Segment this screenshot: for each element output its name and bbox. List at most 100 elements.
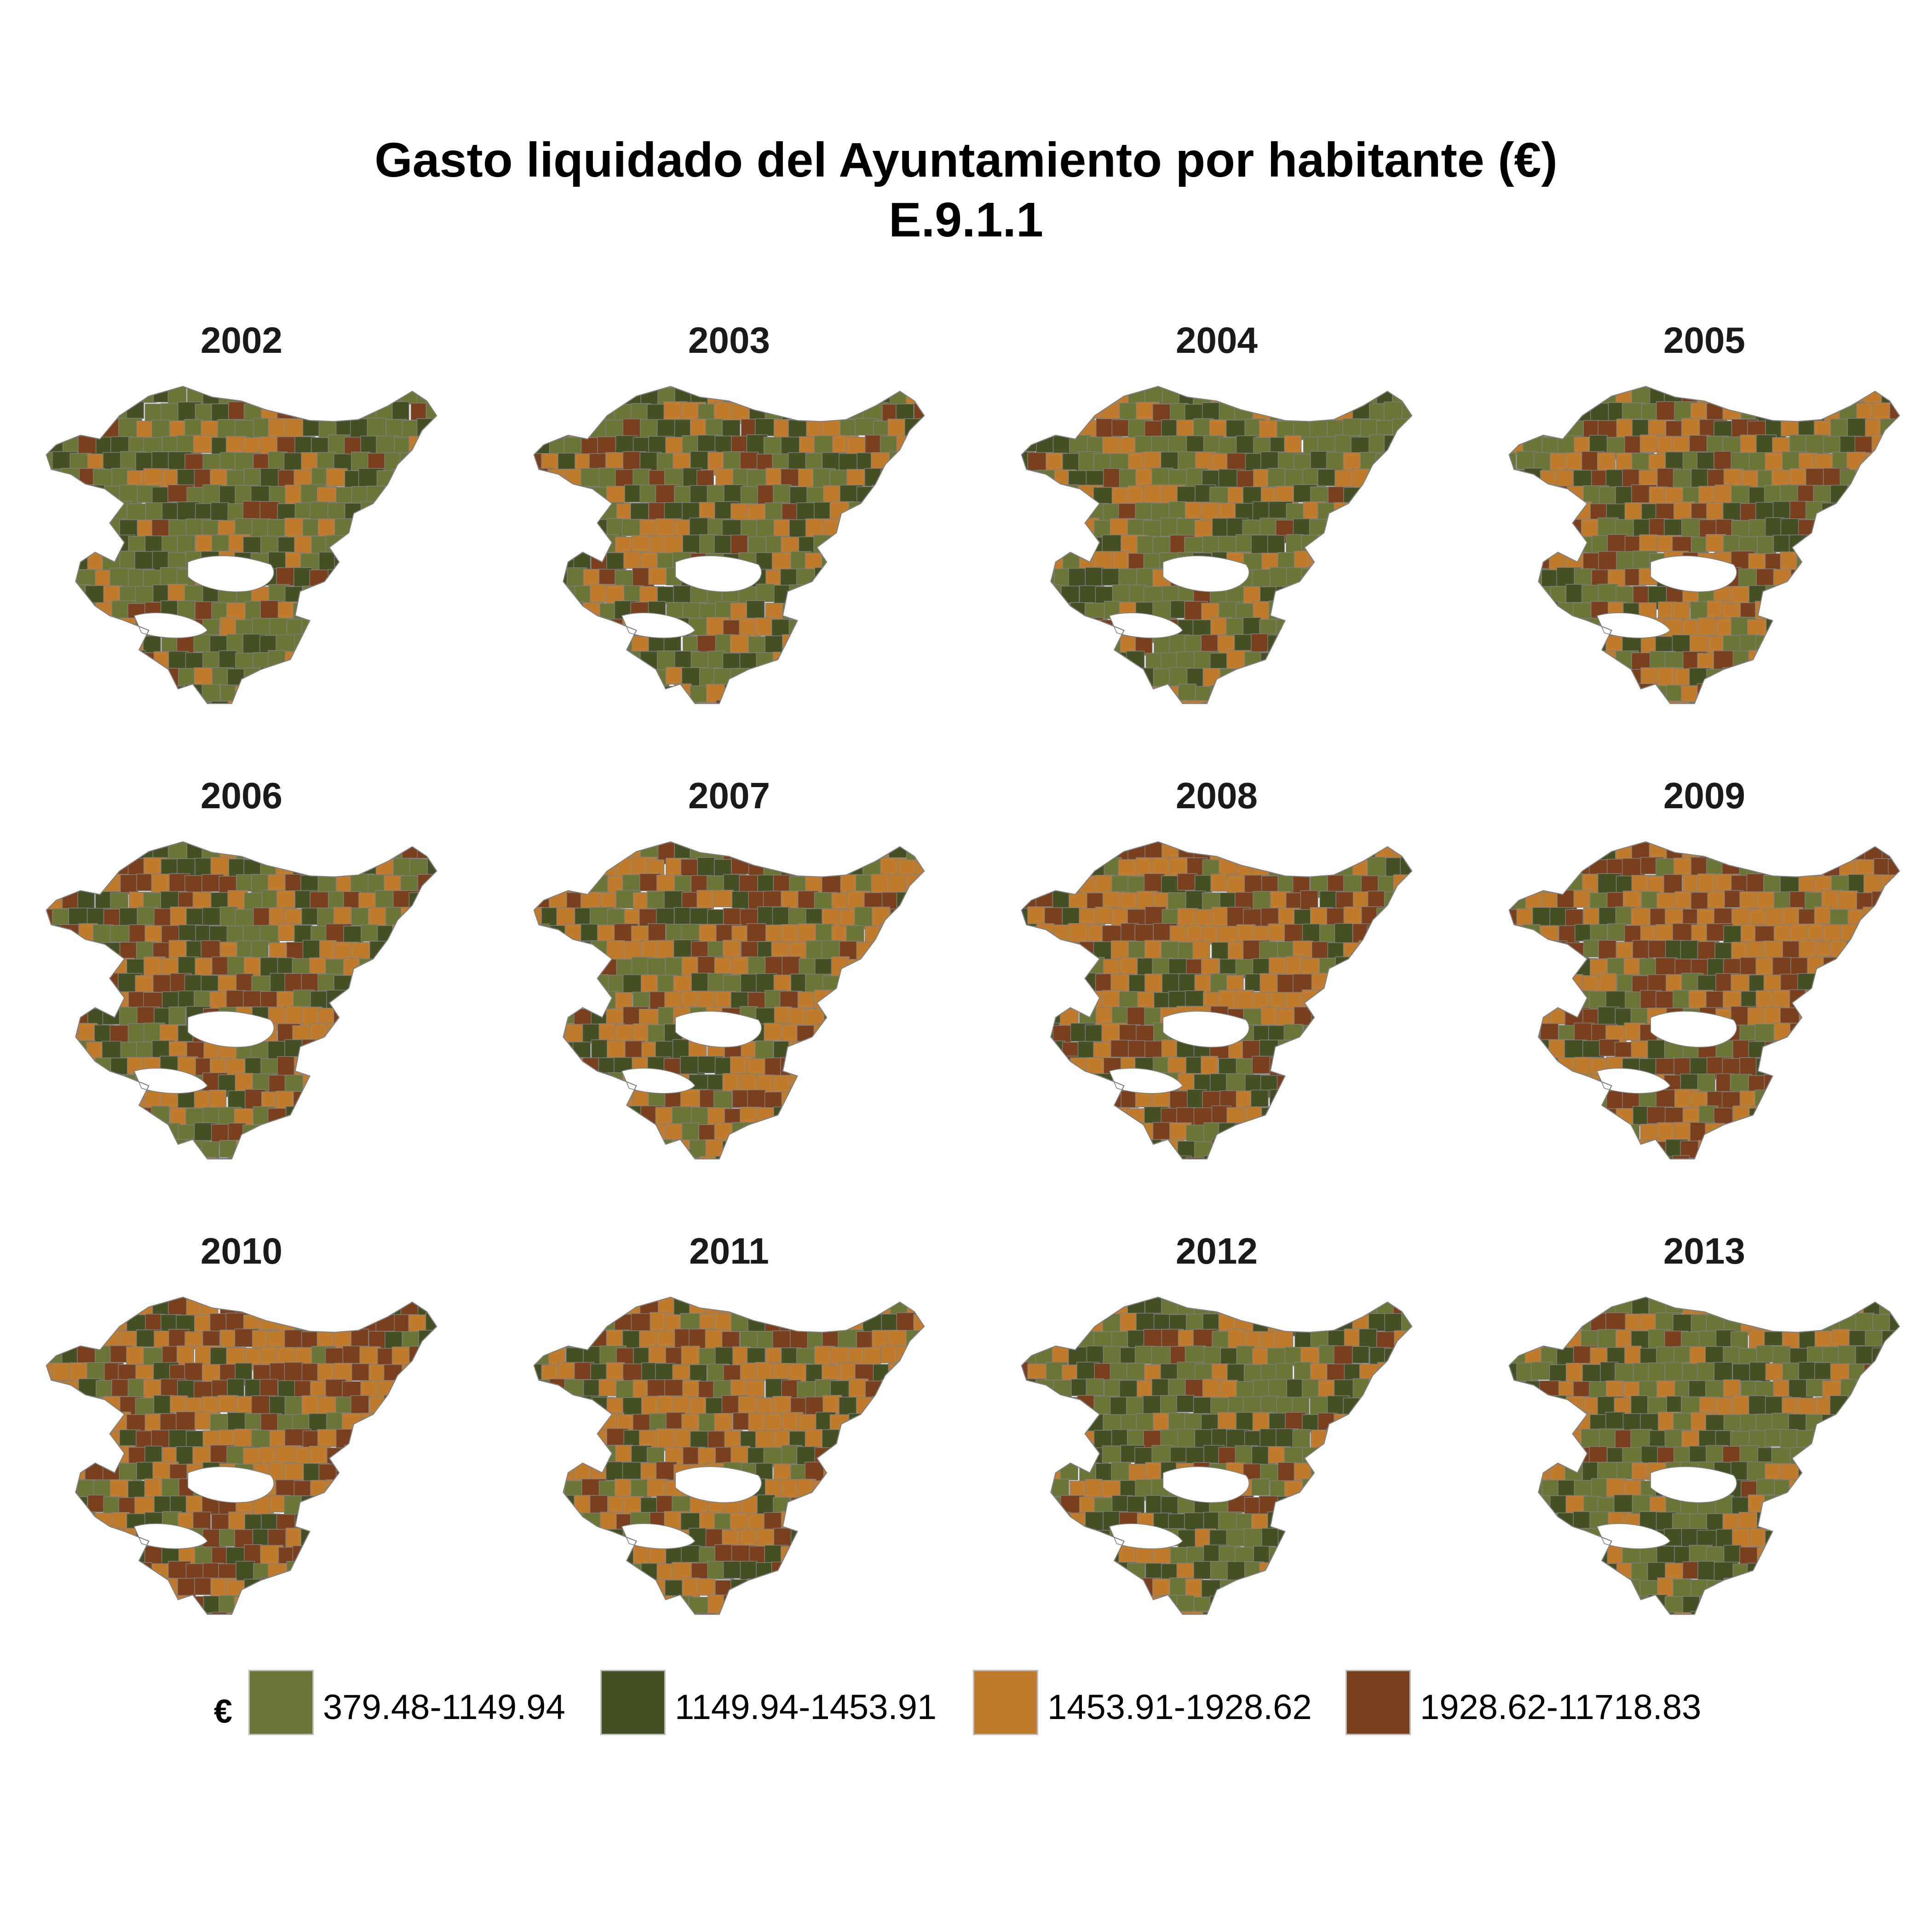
municipality-region bbox=[590, 686, 610, 704]
municipality-region bbox=[1343, 585, 1367, 608]
municipality-region bbox=[292, 1123, 319, 1147]
municipality-region bbox=[590, 618, 609, 639]
municipality-region bbox=[848, 501, 873, 524]
municipality-region bbox=[93, 669, 117, 687]
municipality-region bbox=[845, 991, 873, 1014]
municipality-region bbox=[780, 569, 799, 587]
municipality-region bbox=[1607, 1122, 1627, 1146]
municipality-region bbox=[799, 634, 818, 656]
municipality-region bbox=[581, 536, 609, 555]
municipality-region bbox=[890, 1073, 908, 1092]
municipality-region bbox=[1556, 534, 1576, 552]
municipality-region bbox=[218, 1395, 239, 1413]
municipality-region bbox=[1846, 1073, 1866, 1091]
municipality-region bbox=[534, 1107, 544, 1127]
municipality-region bbox=[1028, 1041, 1046, 1065]
municipality-region bbox=[1367, 634, 1392, 655]
municipality-region bbox=[46, 941, 57, 959]
municipality-region bbox=[76, 702, 101, 704]
municipality-region bbox=[1268, 1124, 1291, 1146]
municipality-region bbox=[640, 974, 659, 995]
municipality-region bbox=[1656, 401, 1678, 423]
municipality-region bbox=[1394, 650, 1412, 668]
municipality-region bbox=[896, 435, 922, 458]
municipality-region bbox=[1319, 569, 1343, 592]
municipality-region bbox=[28, 859, 46, 880]
municipality-region bbox=[854, 650, 874, 672]
municipality-region bbox=[747, 1089, 766, 1108]
municipality-region bbox=[1402, 602, 1412, 622]
municipality-region bbox=[376, 700, 403, 704]
municipality-region bbox=[1756, 568, 1777, 588]
municipality-region bbox=[912, 600, 925, 621]
municipality-region bbox=[1888, 502, 1900, 522]
municipality-region bbox=[1873, 1023, 1895, 1044]
municipality-region bbox=[267, 1330, 286, 1348]
municipality-region bbox=[539, 1430, 565, 1448]
municipality-region bbox=[1037, 1058, 1058, 1080]
municipality-region bbox=[1094, 685, 1113, 704]
municipality-region bbox=[19, 452, 38, 474]
municipality-region bbox=[344, 1546, 364, 1567]
municipality-region bbox=[361, 1613, 382, 1615]
municipality-region bbox=[402, 1595, 428, 1614]
municipality-region bbox=[1317, 401, 1336, 422]
municipality-region bbox=[417, 907, 436, 931]
municipality-region bbox=[1839, 667, 1864, 689]
municipality-region bbox=[1410, 1074, 1412, 1093]
municipality-region bbox=[556, 487, 576, 506]
municipality-region bbox=[1111, 685, 1132, 704]
municipality-region bbox=[251, 940, 269, 960]
municipality-region bbox=[53, 973, 77, 997]
municipality-region bbox=[1523, 858, 1545, 876]
municipality-region bbox=[376, 989, 402, 1011]
municipality-region bbox=[1054, 991, 1078, 1012]
municipality-region bbox=[418, 1330, 437, 1350]
municipality-region bbox=[1043, 651, 1066, 675]
municipality-region bbox=[144, 1124, 167, 1144]
municipality-region bbox=[1021, 469, 1029, 489]
municipality-region bbox=[344, 535, 369, 558]
municipality-region bbox=[1516, 451, 1537, 470]
map-gap-area bbox=[1109, 1068, 1183, 1094]
municipality-region bbox=[772, 651, 797, 672]
municipality-region bbox=[1419, 404, 1444, 426]
municipality-region bbox=[1344, 842, 1370, 861]
municipality-region bbox=[888, 650, 908, 669]
municipality-region bbox=[1235, 1157, 1254, 1159]
municipality-region bbox=[558, 973, 580, 997]
municipality-region bbox=[418, 485, 437, 507]
municipality-region bbox=[730, 700, 750, 704]
municipality-region bbox=[813, 1157, 840, 1159]
municipality-region bbox=[1053, 1157, 1075, 1159]
municipality-region bbox=[46, 975, 55, 995]
municipality-region bbox=[1402, 668, 1412, 690]
municipality-region bbox=[1773, 1156, 1793, 1159]
municipality-region bbox=[1021, 569, 1039, 592]
municipality-region bbox=[923, 975, 925, 999]
municipality-region bbox=[1021, 535, 1039, 554]
municipality-region bbox=[193, 435, 214, 453]
municipality-region bbox=[127, 1158, 149, 1159]
municipality-region bbox=[284, 1396, 304, 1415]
municipality-region bbox=[1392, 940, 1410, 958]
municipality-region bbox=[1417, 1057, 1442, 1077]
municipality-region bbox=[1589, 1123, 1607, 1144]
municipality-region bbox=[1052, 667, 1070, 691]
municipality-region bbox=[1384, 700, 1403, 704]
municipality-region bbox=[798, 858, 824, 878]
municipality-region bbox=[730, 634, 751, 653]
municipality-region bbox=[1857, 957, 1878, 979]
municipality-region bbox=[46, 519, 63, 538]
municipality-region bbox=[1334, 535, 1359, 560]
municipality-region bbox=[881, 569, 900, 587]
municipality-region bbox=[1095, 653, 1118, 673]
municipality-region bbox=[1773, 602, 1792, 625]
municipality-region bbox=[1342, 618, 1362, 643]
municipality-region bbox=[368, 1428, 390, 1446]
municipality-region bbox=[1509, 990, 1517, 1009]
municipality-region bbox=[1021, 926, 1040, 948]
municipality-region bbox=[1515, 552, 1535, 573]
municipality-region bbox=[714, 1347, 735, 1367]
municipality-region bbox=[344, 1578, 367, 1600]
